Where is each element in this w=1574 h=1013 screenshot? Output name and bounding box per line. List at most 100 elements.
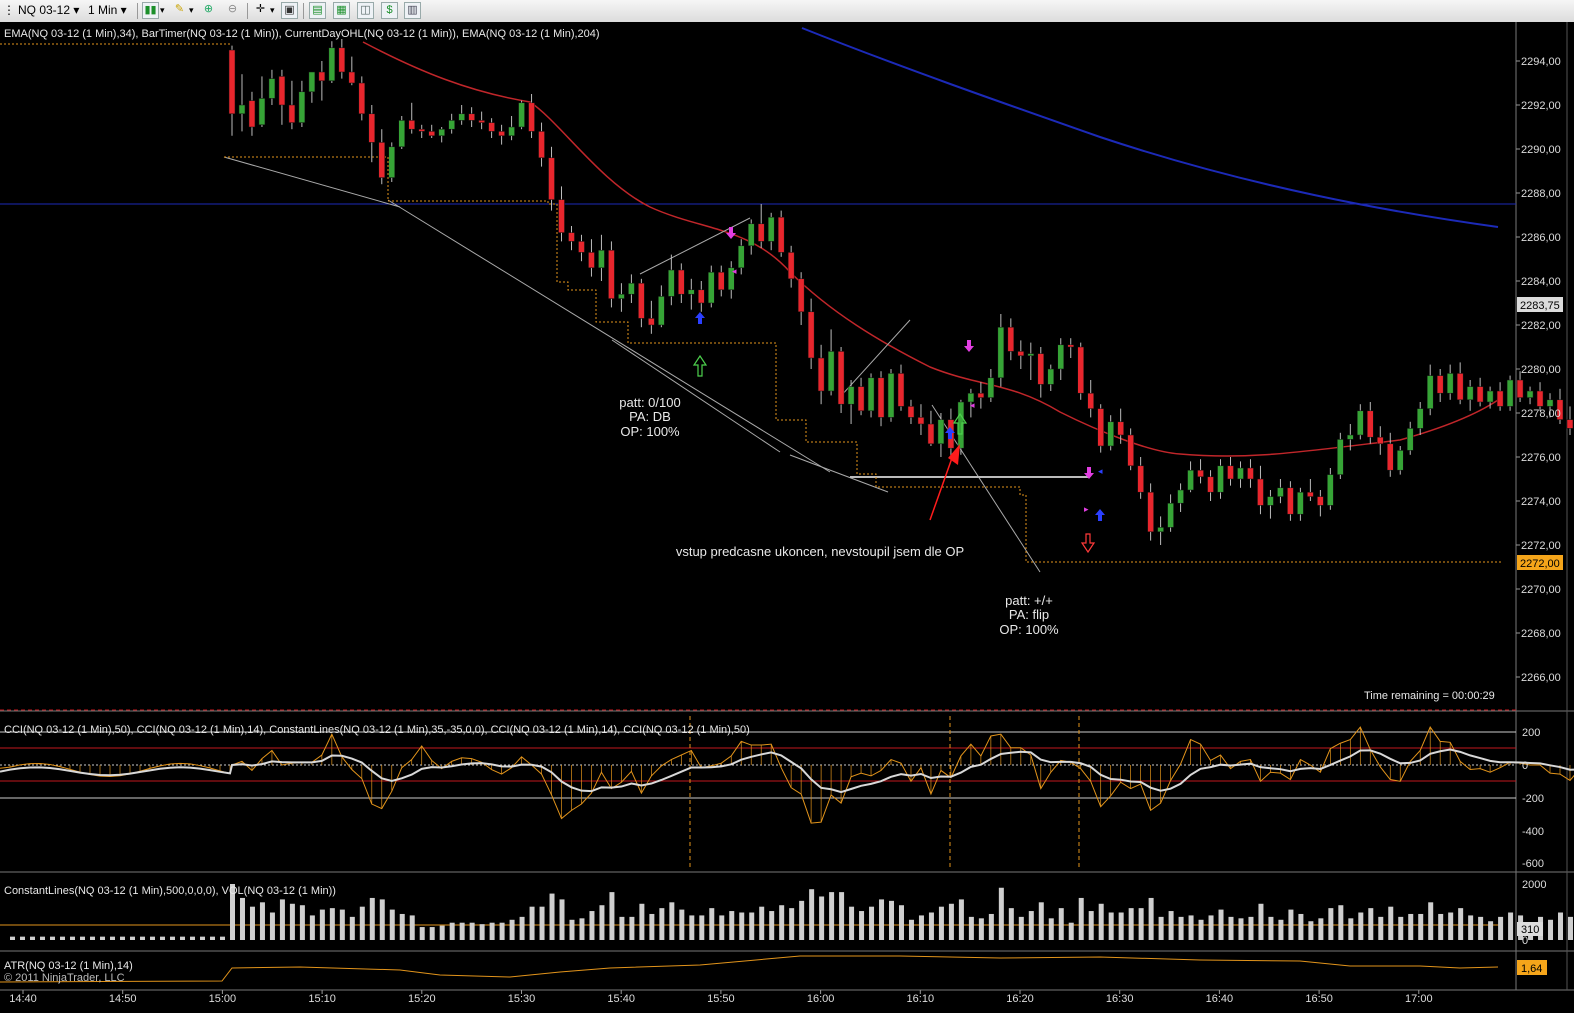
volume-tick-label: 0 bbox=[1522, 935, 1528, 947]
chart-frame bbox=[0, 22, 1574, 1013]
volume-bar bbox=[1408, 913, 1414, 940]
candle bbox=[1237, 461, 1244, 488]
candle-body bbox=[708, 271, 715, 304]
candlestick-style-icon[interactable]: ▮▮ bbox=[142, 2, 159, 19]
day-ohl-levels bbox=[0, 43, 1503, 563]
volume-bar bbox=[100, 936, 105, 940]
volume-bar bbox=[1158, 916, 1164, 940]
time-tick-label: 17:00 bbox=[1405, 993, 1433, 1005]
candle bbox=[1526, 386, 1534, 405]
candle bbox=[388, 142, 396, 182]
volume-bar bbox=[160, 936, 165, 940]
candle bbox=[1227, 457, 1234, 486]
candle-body bbox=[458, 113, 465, 121]
candle bbox=[797, 272, 805, 325]
volume-bar bbox=[729, 911, 735, 940]
candle bbox=[1057, 338, 1065, 380]
volume-bar bbox=[120, 936, 125, 940]
candle bbox=[987, 369, 995, 402]
candle bbox=[448, 113, 455, 134]
volume-bar bbox=[30, 936, 35, 940]
candle bbox=[538, 122, 545, 167]
volume-bars bbox=[10, 884, 1573, 940]
atr-line bbox=[0, 955, 1499, 983]
instrument-selector[interactable]: NQ 03-12 ▾ bbox=[18, 3, 80, 17]
pointer-arrow-icon bbox=[929, 457, 953, 521]
candle-body bbox=[338, 47, 346, 73]
volume-bar bbox=[1498, 916, 1504, 940]
magnifier-icon[interactable]: ▣ bbox=[281, 2, 298, 19]
volume-bar bbox=[1567, 916, 1573, 940]
zoom-out-icon[interactable]: ⊖ bbox=[227, 3, 238, 15]
candle bbox=[308, 71, 316, 103]
candle-body bbox=[1466, 386, 1474, 401]
chart-trader-icon[interactable]: ▤ bbox=[309, 2, 326, 19]
atr-tag-text: 1,64 bbox=[1521, 963, 1542, 975]
candle bbox=[1067, 338, 1074, 358]
volume-bar bbox=[889, 900, 895, 940]
volume-bar bbox=[829, 892, 835, 940]
candle bbox=[977, 382, 985, 409]
candle bbox=[718, 265, 725, 297]
data-box-icon[interactable]: ▦ bbox=[333, 2, 350, 19]
volume-bar bbox=[719, 915, 725, 940]
candle bbox=[1337, 432, 1344, 479]
candle-body bbox=[408, 120, 415, 130]
candle bbox=[488, 118, 495, 138]
price-tick-label: 2290,00 bbox=[1521, 144, 1561, 156]
candle-body bbox=[1027, 353, 1035, 357]
interval-label: 1 Min bbox=[88, 3, 118, 17]
time-tick-label: 16:40 bbox=[1206, 993, 1234, 1005]
candle-body bbox=[418, 128, 425, 132]
candle-body bbox=[1117, 421, 1124, 436]
atr-panel-title: ATR(NQ 03-12 (1 Min),14) bbox=[4, 960, 133, 972]
volume-bar bbox=[1118, 912, 1124, 940]
document-icon[interactable]: ▥ bbox=[404, 2, 421, 19]
volume-bar bbox=[1548, 919, 1554, 940]
volume-bar bbox=[998, 887, 1004, 940]
candle bbox=[1167, 494, 1174, 532]
candle-body bbox=[817, 357, 825, 392]
svg-text:◂: ◂ bbox=[1098, 466, 1103, 476]
candle-body bbox=[288, 104, 296, 123]
time-tick-label: 16:10 bbox=[907, 993, 935, 1005]
price-tick-label: 2278,00 bbox=[1521, 408, 1561, 420]
volume-bar bbox=[269, 912, 275, 940]
crosshair-icon[interactable]: ✛ bbox=[255, 3, 266, 15]
volume-bar bbox=[1428, 902, 1434, 940]
candle bbox=[1476, 377, 1484, 407]
volume-bar bbox=[419, 927, 425, 940]
short-signal-arrow-icon bbox=[726, 227, 736, 239]
dollar-icon[interactable]: $ bbox=[381, 2, 398, 19]
interval-selector[interactable]: 1 Min ▾ bbox=[88, 3, 127, 17]
candle bbox=[1466, 380, 1474, 411]
price-tick-label: 2276,00 bbox=[1521, 452, 1561, 464]
candle bbox=[228, 45, 236, 136]
candle-body bbox=[1197, 469, 1204, 478]
candle-body bbox=[548, 157, 555, 200]
chevron-down-icon[interactable]: ▾ bbox=[160, 5, 165, 15]
zoom-in-icon[interactable]: ⊕ bbox=[203, 3, 214, 15]
chart-canvas[interactable]: ◂ ◂ ▸ ◂ 2294,00 2292,00 2290,00 2288,00 2286… bbox=[0, 22, 1574, 1013]
volume-bar bbox=[1048, 918, 1054, 940]
volume-bar bbox=[230, 884, 235, 940]
chart-properties-icon[interactable]: ◫ bbox=[357, 2, 374, 19]
candle bbox=[1287, 481, 1294, 521]
candle bbox=[1037, 347, 1045, 398]
candle-body bbox=[777, 216, 785, 253]
candle bbox=[588, 239, 595, 277]
chevron-down-icon[interactable]: ▾ bbox=[270, 5, 275, 15]
svg-text:◂: ◂ bbox=[732, 266, 737, 276]
instrument-label: NQ 03-12 bbox=[18, 3, 71, 17]
candle-body bbox=[678, 269, 685, 295]
candle-body bbox=[1187, 469, 1194, 491]
candle bbox=[1027, 342, 1035, 380]
candle bbox=[1207, 470, 1214, 501]
candle bbox=[857, 377, 865, 416]
volume-bar bbox=[299, 905, 305, 940]
volume-axis: 2000 0 bbox=[1522, 879, 1546, 947]
chevron-down-icon[interactable]: ▾ bbox=[189, 5, 194, 15]
ema-204-line bbox=[801, 27, 1499, 228]
candle-body bbox=[348, 71, 356, 84]
drawing-pencil-icon[interactable]: ✎ bbox=[174, 3, 185, 15]
